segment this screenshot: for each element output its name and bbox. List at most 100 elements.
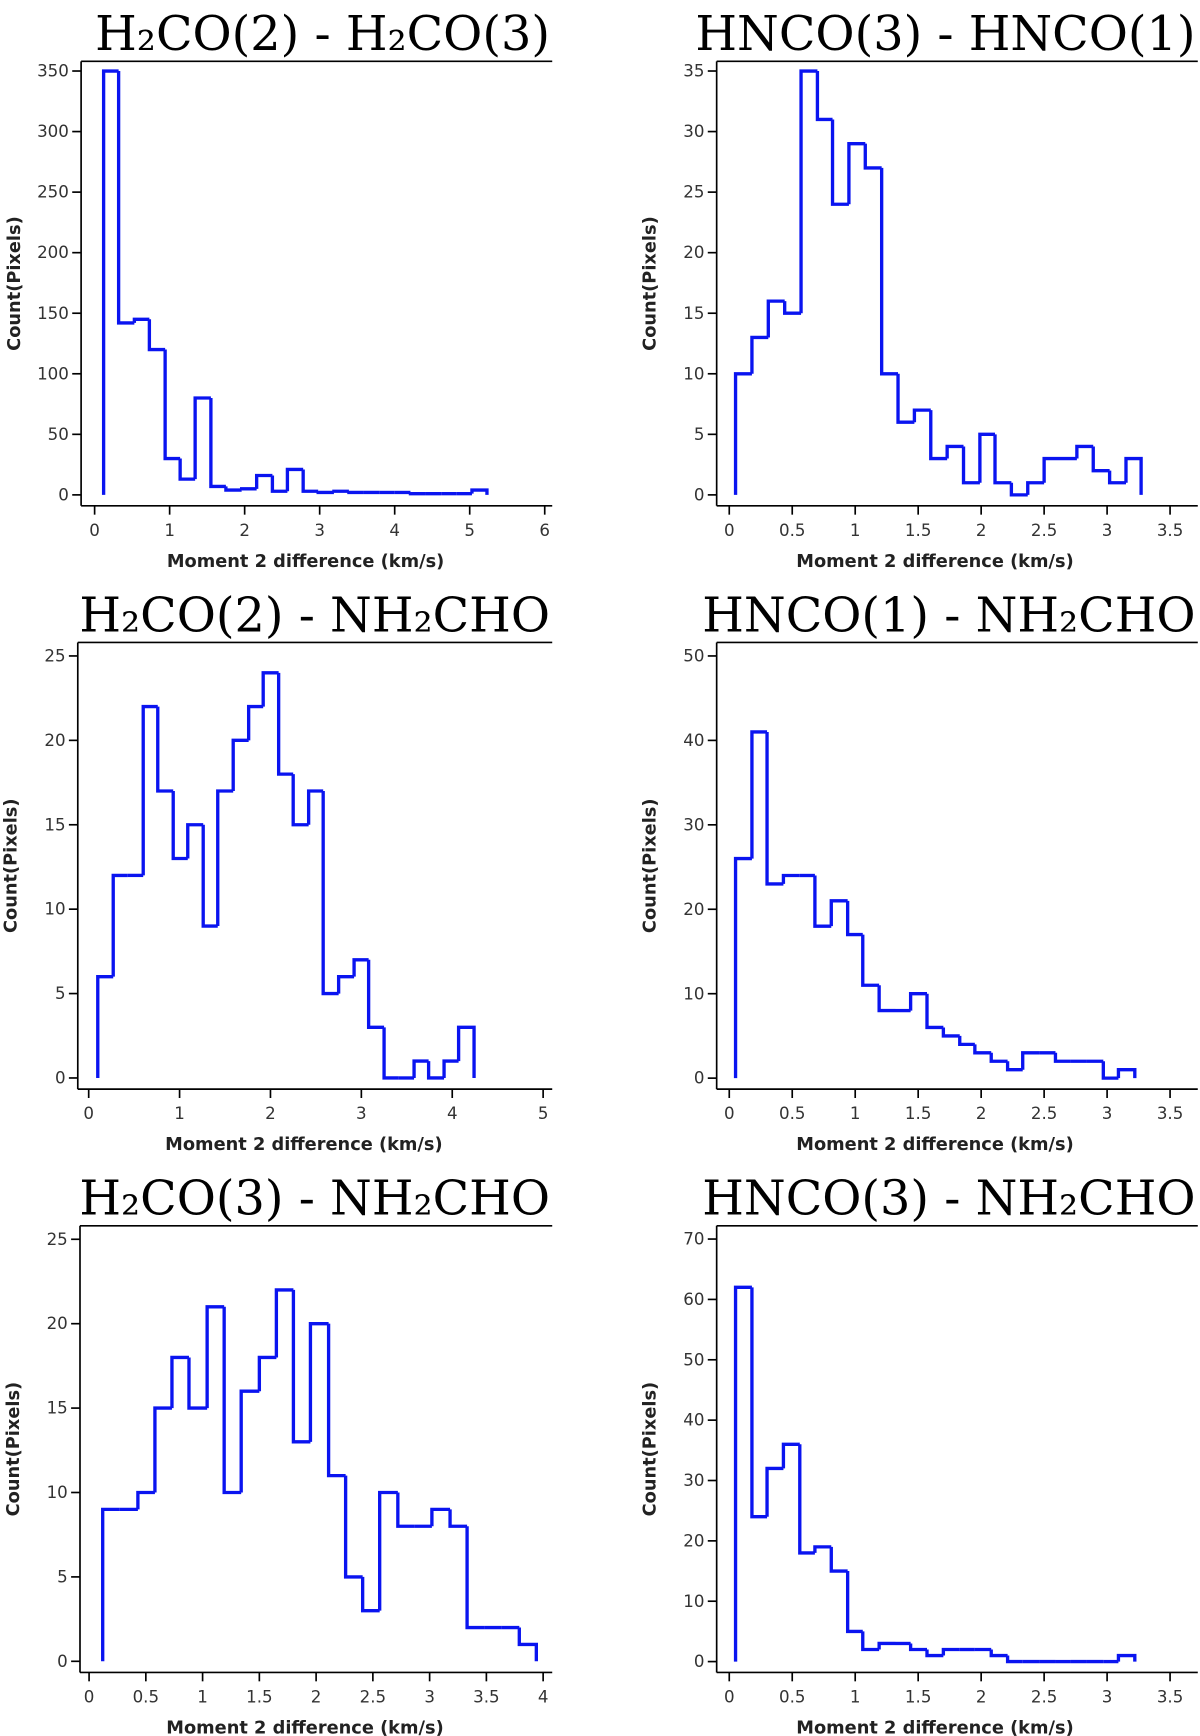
y-tick-label: 5 — [694, 425, 705, 444]
x-tick-label: 0 — [89, 521, 100, 540]
histogram-bin — [1005, 1655, 1023, 1664]
x-tick-label: 3 — [424, 1687, 435, 1706]
x-tick-label: 0 — [84, 1687, 95, 1706]
y-tick-label: 15 — [683, 304, 704, 323]
y-tick-label: 100 — [37, 364, 69, 383]
y-tick-label: 20 — [683, 900, 704, 919]
histogram-bin — [978, 432, 996, 483]
x-tick-label: 3 — [1102, 1687, 1113, 1706]
histogram-bin — [877, 985, 896, 1013]
histogram-bin — [925, 1649, 944, 1658]
histogram-bin — [408, 492, 426, 496]
chart-title: H₂CO(3) - NH₂CHO — [79, 1172, 550, 1227]
histogram-bin — [163, 349, 181, 461]
histogram-bin — [442, 1059, 459, 1078]
x-tick-label: 2 — [976, 521, 987, 540]
histogram-bin — [941, 1027, 960, 1038]
histogram-bin — [929, 410, 948, 461]
histogram-bin — [896, 373, 915, 424]
histogram-bin — [239, 1389, 260, 1493]
x-tick-label: 1 — [850, 1687, 861, 1706]
histogram-bin — [973, 1044, 992, 1055]
histogram-bin — [813, 875, 832, 928]
x-axis-label: Moment 2 difference (km/s) — [166, 1719, 443, 1736]
x-tick-label: 0 — [724, 521, 735, 540]
chart-panel: H₂CO(2) - NH₂CHO 0 1 2 3 4 5 0 5 10 15 20 25 Moment 2… — [2, 588, 553, 1155]
y-tick-label: 0 — [58, 485, 69, 504]
histogram-bin — [170, 1355, 189, 1409]
y-tick-label: 300 — [37, 122, 69, 141]
histogram-bin — [861, 1631, 880, 1652]
histogram-bin — [153, 1406, 172, 1493]
histogram-bin — [958, 1035, 975, 1047]
histogram-bin — [396, 1492, 415, 1528]
y-tick-label: 0 — [694, 1652, 705, 1671]
histogram-bin — [246, 704, 264, 741]
histogram-bin — [201, 824, 218, 928]
x-tick-label: 2 — [976, 1104, 987, 1123]
histogram-bin — [178, 458, 196, 481]
histogram-bin — [239, 487, 257, 491]
y-tick-label: 25 — [47, 1230, 68, 1249]
histogram-bin — [156, 706, 174, 793]
histogram-bin — [316, 490, 334, 495]
histogram-bin — [1116, 1653, 1137, 1662]
y-tick-label: 50 — [48, 425, 69, 444]
x-tick-label: 5 — [538, 1104, 549, 1123]
histogram-bin — [193, 396, 211, 480]
histogram-bin — [765, 1466, 784, 1517]
y-tick-label: 15 — [47, 1399, 68, 1418]
chart-panel: HNCO(3) - HNCO(1) 0 0.5 1 1.5 2 2.5 3 3.5 0 5 10 15 2… — [641, 7, 1198, 572]
chart-title: HNCO(3) - HNCO(1) — [695, 7, 1195, 62]
histogram-bin — [254, 473, 273, 489]
histogram-bin — [908, 992, 927, 1011]
chart-title: H₂CO(2) - NH₂CHO — [79, 588, 550, 643]
histogram-bin — [908, 1643, 927, 1652]
y-tick-label: 200 — [37, 243, 69, 262]
histogram-bin — [781, 1442, 800, 1469]
histogram-bin — [799, 69, 818, 314]
x-tick-label: 1 — [164, 521, 175, 540]
histogram-bin — [877, 1641, 896, 1650]
y-tick-label: 10 — [683, 364, 704, 383]
histogram-bin — [426, 1061, 445, 1080]
histogram-bin — [132, 317, 150, 323]
histogram-bin — [141, 704, 158, 876]
y-tick-label: 10 — [47, 1483, 68, 1502]
histogram-bin — [352, 958, 369, 977]
x-tick-label: 0.5 — [779, 1687, 806, 1706]
chart-panel: H₂CO(3) - NH₂CHO 0 0.5 1 1.5 2 2.5 3 3.5 4 0 5 10 15 2… — [4, 1172, 553, 1736]
y-tick-label: 0 — [694, 485, 705, 504]
y-tick-label: 10 — [683, 984, 704, 1003]
histogram-bin — [733, 372, 752, 495]
y-tick-label: 15 — [44, 815, 65, 834]
x-tick-label: 2.5 — [360, 1687, 387, 1706]
histogram-bin — [1124, 456, 1143, 495]
histogram-bin — [783, 301, 802, 315]
x-tick-label: 3 — [314, 521, 325, 540]
y-tick-label: 35 — [683, 62, 704, 81]
y-tick-label: 0 — [694, 1069, 705, 1088]
y-tick-label: 60 — [683, 1290, 704, 1309]
y-tick-label: 30 — [683, 815, 704, 834]
histogram-bin — [829, 899, 848, 927]
y-tick-label: 10 — [683, 1592, 704, 1611]
y-tick-label: 30 — [683, 1471, 704, 1490]
histogram-bin — [366, 959, 385, 1029]
histogram-bin — [101, 1507, 120, 1662]
histogram-bin — [813, 1545, 832, 1553]
histogram-bin — [147, 319, 166, 352]
y-axis-label: Count(Pixels) — [4, 1382, 24, 1517]
histogram-bin — [216, 789, 234, 927]
histogram-bin — [517, 1627, 538, 1662]
histogram-bin — [430, 1507, 451, 1527]
chart-panel: HNCO(1) - NH₂CHO 0 0.5 1 1.5 2 2.5 3 3.5 0 10 20 30 4… — [641, 588, 1198, 1155]
histogram-bin — [1026, 481, 1045, 495]
histogram-bin — [1091, 446, 1110, 473]
x-axis-label: Moment 2 difference (km/s) — [796, 1135, 1073, 1155]
histogram-bin — [343, 1475, 363, 1579]
y-tick-label: 0 — [55, 1069, 66, 1088]
y-axis-label: Count(Pixels) — [641, 798, 661, 933]
x-tick-label: 2 — [239, 521, 250, 540]
